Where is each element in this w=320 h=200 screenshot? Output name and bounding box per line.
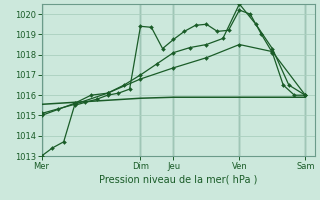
- X-axis label: Pression niveau de la mer( hPa ): Pression niveau de la mer( hPa ): [99, 175, 258, 185]
